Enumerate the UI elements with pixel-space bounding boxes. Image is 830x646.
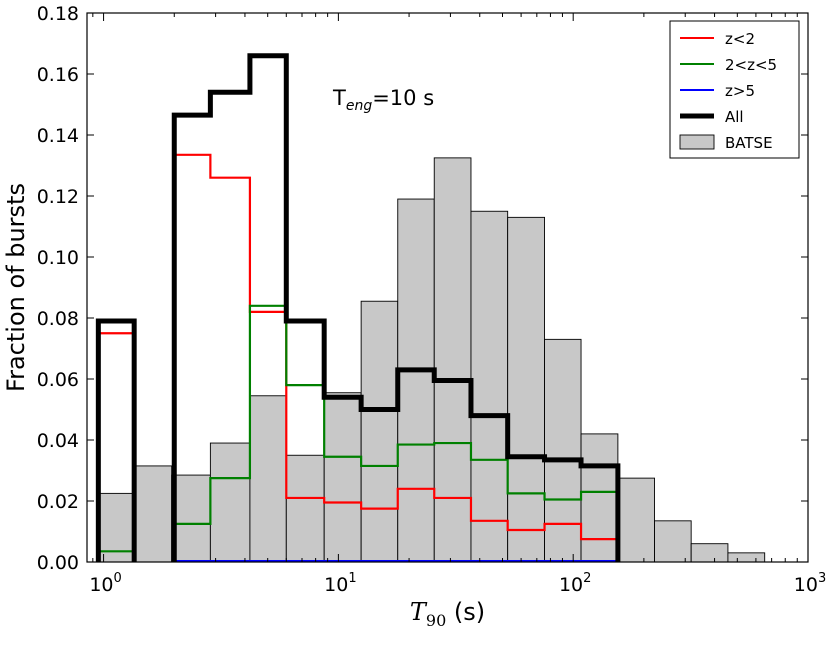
- annotation-suffix: =10 s: [372, 86, 434, 110]
- x-tick-label: 103: [794, 571, 826, 596]
- y-axis: 0.00 0.02 0.04 0.06 0.08 0.10 0.12 0.14 0.16 0.18: [37, 3, 808, 574]
- annotation-sub: eng: [346, 98, 372, 114]
- legend-label: BATSE: [725, 134, 773, 152]
- legend-label: z>5: [725, 82, 755, 100]
- batse-bar: [654, 520, 692, 563]
- series-line-all: [95, 318, 137, 562]
- legend-label: 2<z<5: [725, 56, 777, 74]
- batse-bar: [171, 474, 211, 563]
- batse-bar: [133, 465, 173, 563]
- y-tick-label: 0.04: [37, 430, 79, 452]
- batse-bar: [249, 395, 287, 563]
- x-tick-label: 100: [89, 571, 121, 596]
- legend: z<2 2<z<5 z>5 All BATSE: [669, 20, 800, 159]
- y-tick-label: 0.06: [37, 369, 79, 391]
- batse-bar: [580, 433, 619, 563]
- x-tick-label: 102: [559, 571, 591, 596]
- y-tick-label: 0.14: [37, 125, 79, 147]
- series-line-all: [171, 53, 621, 562]
- y-axis-title: Fraction of bursts: [2, 183, 30, 392]
- y-tick-label: 0.16: [37, 64, 79, 86]
- batse-bar: [507, 216, 545, 563]
- y-tick-label: 0.08: [37, 308, 79, 330]
- x-axis-title-sub: 90: [426, 611, 446, 630]
- batse-bar: [470, 210, 509, 563]
- batse-bar: [617, 477, 655, 563]
- y-tick-label: 0.10: [37, 247, 79, 269]
- x-axis-title-unit: (s): [446, 598, 485, 626]
- batse-bar: [285, 454, 325, 563]
- x-axis: 100 101 102 103: [89, 13, 826, 596]
- series-line-z-2: [173, 153, 619, 562]
- x-tick-label: 101: [324, 571, 356, 596]
- series-line-2-z-5: [173, 304, 619, 562]
- batse-bar: [397, 198, 435, 563]
- engine-time-annotation: Teng=10 s: [332, 86, 434, 114]
- annotation-prefix: T: [332, 86, 346, 110]
- batse-bar: [323, 392, 362, 563]
- legend-label: All: [725, 108, 744, 126]
- x-axis-title-var: T: [410, 598, 428, 626]
- y-tick-label: 0.02: [37, 491, 79, 513]
- legend-swatch: [679, 134, 715, 150]
- y-tick-label: 0.12: [37, 186, 79, 208]
- batse-bar: [727, 552, 766, 563]
- batse-bar: [360, 300, 399, 563]
- plot-frame: [86, 12, 809, 563]
- legend-label: z<2: [725, 30, 755, 48]
- y-tick-label: 0.00: [37, 552, 79, 574]
- x-axis-title: T90 (s): [410, 598, 485, 630]
- y-tick-label: 0.18: [37, 3, 79, 25]
- batse-bar: [433, 157, 472, 563]
- batse-bar: [209, 442, 251, 563]
- batse-histogram: [97, 157, 766, 563]
- batse-bar: [690, 543, 729, 563]
- batse-bar: [544, 338, 582, 563]
